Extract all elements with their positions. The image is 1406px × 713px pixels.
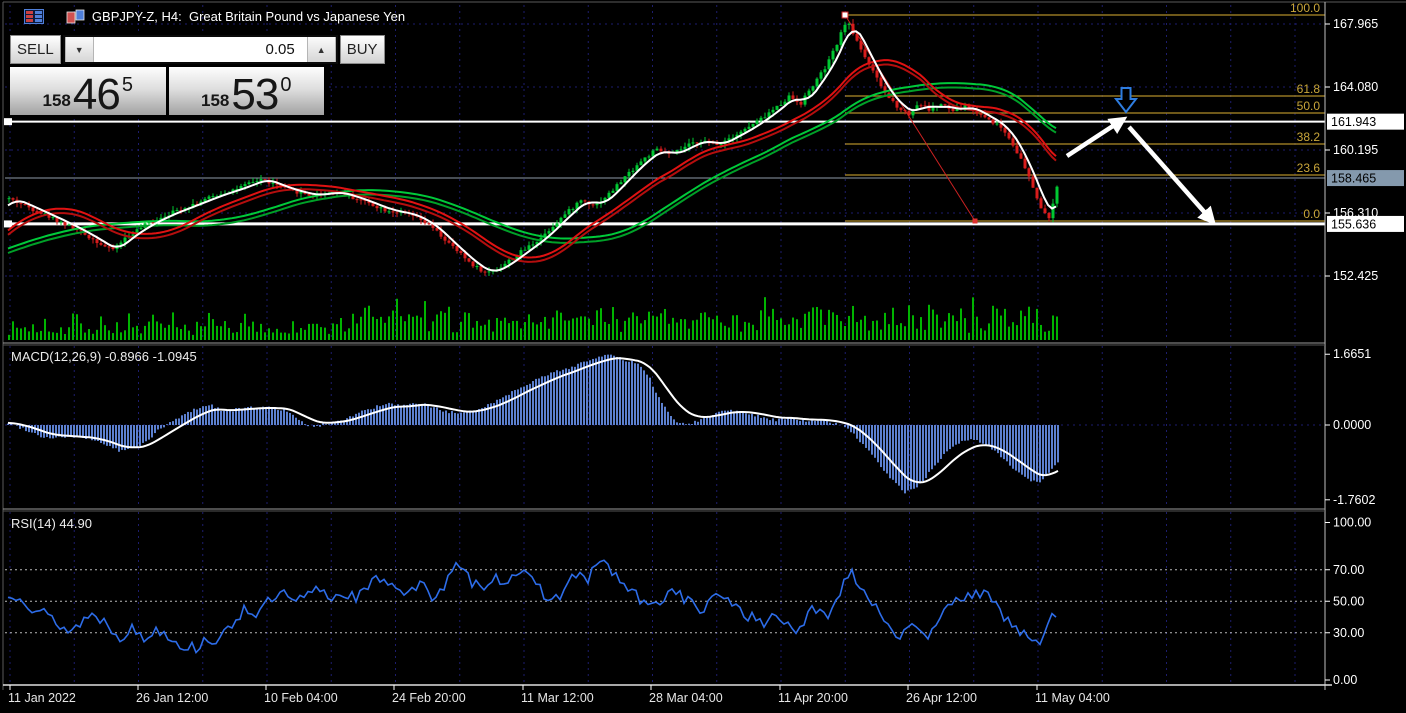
volume-input[interactable]	[93, 37, 307, 62]
chart-title: GBPJPY-Z, H4: Great Britain Pound vs Jap…	[91, 9, 406, 24]
svg-text:38.2: 38.2	[1297, 130, 1321, 144]
svg-text:100.0: 100.0	[1290, 1, 1320, 15]
volume-decrease-button[interactable]: ▼	[64, 37, 94, 62]
svg-text:167.965: 167.965	[1333, 17, 1378, 31]
rsi-line	[7, 559, 1057, 654]
annotations	[1065, 87, 1216, 226]
svg-text:-1.7602: -1.7602	[1333, 493, 1375, 507]
svg-text:164.080: 164.080	[1333, 80, 1378, 94]
svg-text:158.465: 158.465	[1331, 172, 1376, 186]
rsi-axis: 100.00 70.00 50.00 30.00 0.00	[1325, 516, 1371, 687]
svg-text:100.00: 100.00	[1333, 516, 1371, 530]
sell-price-tile[interactable]: 158 46 5	[10, 67, 166, 119]
volume-increase-button[interactable]: ▲	[306, 37, 336, 62]
sell-button[interactable]: SELL	[10, 35, 61, 64]
sell-price-bigfigure: 158	[42, 91, 71, 110]
macd-indicator-label: MACD(12,26,9) -0.8966 -1.0945	[11, 349, 197, 364]
svg-text:11 Jan 2022: 11 Jan 2022	[8, 691, 76, 705]
time-axis: 11 Jan 2022 26 Jan 12:00 10 Feb 04:00 24 Fe…	[8, 685, 1110, 705]
macd-signal-line	[7, 357, 1059, 484]
svg-text:50.0: 50.0	[1297, 99, 1321, 113]
volume-stepper: ▼ ▲	[62, 35, 338, 64]
macd-signal	[7, 357, 1059, 484]
buy-button[interactable]: BUY	[339, 35, 385, 64]
svg-text:11 Mar 12:00: 11 Mar 12:00	[521, 691, 594, 705]
price-badge	[1327, 170, 1404, 187]
svg-text:11 Apr 20:00: 11 Apr 20:00	[778, 691, 848, 705]
svg-text:155.636: 155.636	[1331, 217, 1376, 231]
svg-text:26 Jan 12:00: 26 Jan 12:00	[136, 691, 208, 705]
chart-window-icon[interactable]	[51, 9, 85, 24]
svg-text:161.943: 161.943	[1331, 115, 1376, 129]
chart-title-bar: GBPJPY-Z, H4: Great Britain Pound vs Jap…	[10, 9, 405, 24]
svg-text:26 Apr 12:00: 26 Apr 12:00	[906, 691, 977, 705]
svg-text:70.00: 70.00	[1333, 563, 1364, 577]
fibonacci-retracement: 100.0 61.8 50.0 38.2 23.6 0.0	[841, 1, 1325, 224]
horizontal-level-lines	[4, 118, 1325, 228]
svg-text:23.6: 23.6	[1297, 161, 1321, 175]
panel-borders	[2, 1, 1406, 690]
sell-price-pips: 46	[72, 69, 121, 119]
rsi-indicator-label: RSI(14) 44.90	[11, 516, 92, 531]
one-click-trading-panel: SELL ▼ ▲ BUY 158 46 5 158 53 0	[8, 33, 385, 119]
svg-text:30.00: 30.00	[1333, 626, 1364, 640]
svg-text:50.00: 50.00	[1333, 594, 1364, 608]
svg-text:10 Feb 04:00: 10 Feb 04:00	[264, 691, 338, 705]
svg-text:24 Feb 20:00: 24 Feb 20:00	[392, 691, 466, 705]
svg-text:152.425: 152.425	[1333, 269, 1378, 283]
svg-text:28 Mar 04:00: 28 Mar 04:00	[649, 691, 723, 705]
price-badge	[1327, 215, 1404, 232]
rsi-panel	[5, 559, 1325, 654]
svg-text:1.6651: 1.6651	[1333, 347, 1371, 361]
trend-arrow	[1127, 125, 1216, 226]
moving-averages	[7, 30, 1057, 272]
price-axis: 167.965164.080160.195156.310152.425161.9…	[1325, 17, 1404, 283]
svg-text:0.0000: 0.0000	[1333, 418, 1371, 432]
macd-axis: 1.6651 0.0000 -1.7602	[1325, 347, 1375, 507]
svg-text:61.8: 61.8	[1297, 82, 1321, 96]
volume-histogram	[8, 297, 1058, 340]
quotes-table-icon[interactable]	[10, 9, 45, 24]
svg-text:11 May 04:00: 11 May 04:00	[1035, 691, 1110, 705]
svg-text:0.00: 0.00	[1333, 673, 1357, 687]
svg-text:0.0: 0.0	[1303, 207, 1320, 221]
trend-arrow	[1065, 116, 1128, 158]
buy-price-pipette: 0	[280, 74, 292, 96]
down-arrow-annotation	[1113, 87, 1139, 114]
svg-text:160.195: 160.195	[1333, 143, 1378, 157]
sell-price-pipette: 5	[121, 74, 133, 96]
price-badge	[1327, 113, 1404, 130]
buy-price-bigfigure: 158	[201, 91, 230, 110]
buy-price-tile[interactable]: 158 53 0	[168, 67, 324, 119]
buy-price-pips: 53	[231, 69, 279, 119]
